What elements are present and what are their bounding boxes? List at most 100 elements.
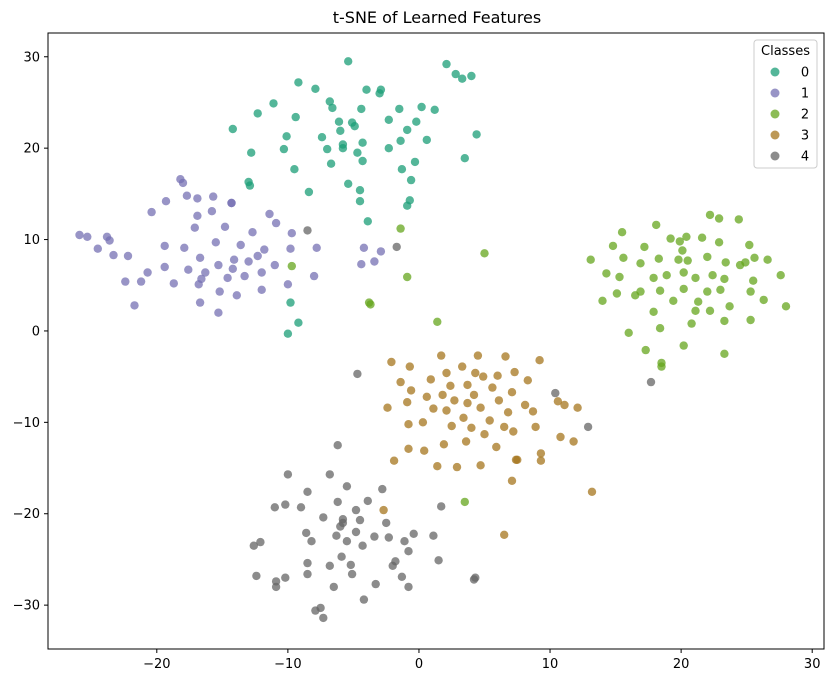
point-class-1 [109,250,118,260]
point-class-0 [294,78,303,87]
point-class-4 [329,582,338,592]
point-class-2 [655,324,665,333]
point-class-1 [257,285,266,294]
point-class-0 [384,115,393,125]
point-class-3 [442,368,451,378]
point-class-0 [358,156,367,166]
point-class-4 [319,613,328,623]
point-class-3 [509,427,518,436]
point-class-2 [746,315,755,325]
point-class-2 [759,295,768,305]
point-class-2 [714,214,724,223]
point-class-4 [332,531,341,540]
point-class-0 [344,57,353,66]
point-class-0 [247,148,256,157]
point-class-2 [586,255,595,264]
point-class-1 [201,268,210,277]
point-class-1 [160,262,169,272]
point-class-1 [75,230,84,240]
point-class-4 [281,500,290,509]
point-class-0 [269,99,278,108]
point-class-0 [396,136,405,145]
point-class-0 [403,125,412,135]
point-class-3 [485,416,494,425]
point-class-1 [220,222,230,231]
point-class-0 [294,318,303,327]
point-class-3 [523,376,532,385]
point-class-3 [406,386,416,395]
point-class-0 [376,85,386,94]
point-class-1 [257,268,266,277]
point-class-3 [503,408,513,417]
point-class-2 [615,272,624,282]
point-class-3 [420,446,429,455]
point-class-4 [404,582,413,592]
point-class-0 [334,117,344,126]
point-class-3 [569,437,578,446]
point-class-3 [520,400,530,410]
point-class-2 [669,296,678,305]
point-class-4 [270,503,279,512]
point-class-0 [350,122,359,131]
point-class-2 [480,249,489,258]
point-class-4 [307,537,316,546]
point-class-4 [319,513,328,522]
point-class-2 [720,316,729,326]
point-class-1 [184,265,193,274]
point-class-3 [535,356,544,365]
point-class-1 [169,279,178,288]
point-class-3 [507,388,517,397]
points-layer [75,57,791,623]
point-class-1 [147,207,156,217]
point-class-1 [93,244,103,253]
point-class-2 [655,286,665,295]
point-class-3 [446,381,455,390]
point-class-2 [781,302,791,311]
point-class-0 [422,135,431,145]
point-class-0 [353,148,362,157]
point-class-2 [776,271,785,280]
point-class-4 [370,532,379,541]
point-class-3 [396,377,405,387]
point-class-1 [270,260,279,270]
point-class-4 [296,503,306,512]
point-class-1 [195,253,205,262]
point-class-3 [452,462,462,472]
point-class-1 [83,232,92,241]
point-class-3 [479,372,488,381]
point-class-3 [469,390,479,400]
point-class-0 [311,84,320,94]
point-class-3 [553,397,563,406]
point-class-2 [608,241,618,251]
point-class-4 [551,388,560,398]
x-tick-label: −10 [274,657,301,672]
point-class-2 [666,234,675,243]
point-class-4 [347,569,357,579]
point-class-1 [215,287,224,296]
point-class-3 [447,421,456,431]
point-class-0 [467,71,476,81]
point-class-3 [528,407,538,416]
point-class-1 [130,301,139,310]
x-tick-label: 30 [804,657,821,672]
chart-title: t-SNE of Learned Features [333,8,541,27]
series-0 [228,57,481,338]
point-class-2 [602,269,611,278]
x-tick-label: 20 [673,657,690,672]
point-class-1 [143,268,152,277]
point-class-1 [123,251,133,261]
point-class-4 [333,497,342,507]
point-class-1 [253,251,262,261]
series-3 [379,351,597,539]
point-class-2 [366,300,375,309]
point-class-3 [587,487,597,496]
point-class-0 [410,157,420,167]
x-tick-label: −20 [143,657,170,672]
point-class-2 [396,224,405,233]
point-class-1 [193,211,202,220]
point-class-1 [190,223,199,232]
point-class-0 [291,112,300,122]
point-class-2 [683,256,692,265]
point-class-4 [397,572,407,581]
point-class-2 [714,238,724,247]
